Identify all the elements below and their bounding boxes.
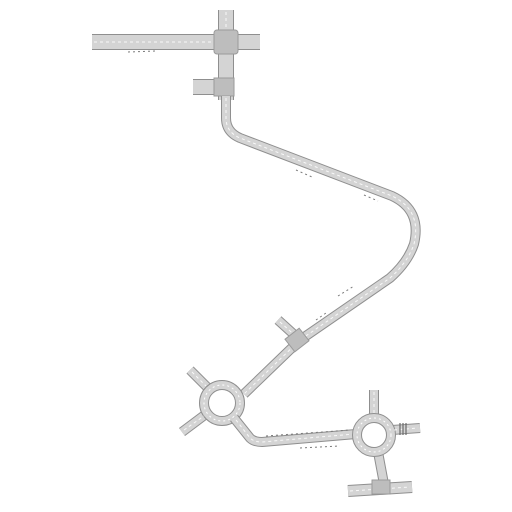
bottom-junction bbox=[371, 479, 391, 495]
crosswalk bbox=[399, 423, 407, 435]
connector-road bbox=[230, 414, 357, 449]
spur-junction bbox=[213, 77, 235, 97]
top-intersection bbox=[213, 29, 239, 55]
mid-junction bbox=[284, 327, 310, 353]
roundabout-west bbox=[179, 366, 245, 436]
roundabout-east bbox=[352, 390, 421, 485]
main-winding-road bbox=[221, 96, 421, 398]
